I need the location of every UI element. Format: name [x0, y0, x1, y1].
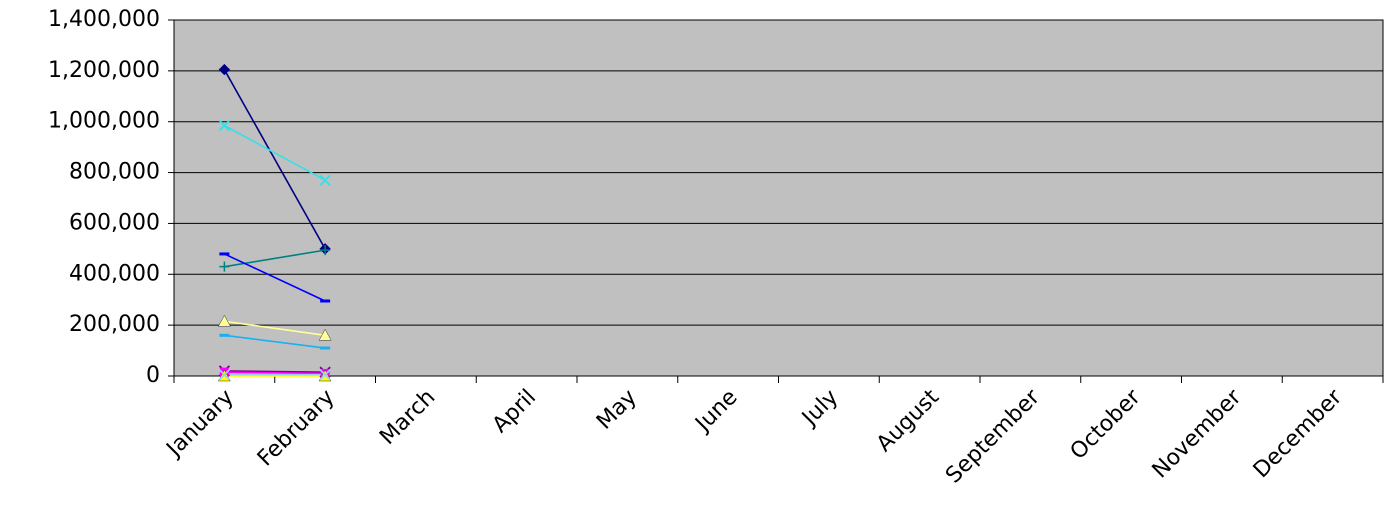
series-line	[224, 370, 326, 373]
marker	[320, 299, 331, 303]
x-tick-label: July	[796, 385, 843, 432]
marker	[320, 245, 331, 256]
x-tick-label: February	[253, 385, 340, 472]
y-tick-label: 0	[146, 363, 160, 388]
x-tick-label: June	[690, 385, 743, 438]
marker	[320, 346, 331, 350]
marker	[319, 174, 331, 186]
series-line	[223, 69, 326, 250]
series-line	[223, 124, 326, 181]
series-line	[224, 320, 326, 337]
series-line	[224, 371, 326, 375]
marker	[318, 328, 332, 341]
x-tick-label: May	[592, 385, 642, 435]
marker	[219, 333, 230, 337]
series-line	[224, 334, 326, 349]
plot-area	[173, 19, 1384, 377]
marker	[218, 63, 231, 76]
x-tick-label: April	[488, 385, 541, 438]
y-tick-label: 1,000,000	[48, 109, 160, 134]
x-tick-label: August	[872, 385, 944, 457]
y-tick-label: 400,000	[69, 261, 160, 286]
series-line	[224, 253, 326, 302]
y-tick-label: 800,000	[69, 160, 160, 185]
y-tick-label: 1,400,000	[48, 7, 160, 32]
marker	[218, 119, 231, 132]
y-tick-label: 1,200,000	[48, 58, 160, 83]
x-tick-label: November	[1148, 384, 1247, 483]
x-tick-label: September	[941, 384, 1045, 488]
y-tick-label: 600,000	[69, 210, 160, 235]
x-tick-label: October	[1066, 384, 1147, 465]
marker	[218, 369, 231, 381]
x-tick-label: January	[161, 385, 239, 463]
y-tick-label: 200,000	[69, 312, 160, 337]
marker	[217, 314, 231, 327]
x-tick-label: March	[375, 385, 440, 450]
series-line	[224, 249, 326, 268]
x-tick-label: December	[1249, 384, 1348, 483]
marker	[219, 252, 230, 256]
marker	[319, 369, 331, 381]
marker	[219, 261, 230, 272]
